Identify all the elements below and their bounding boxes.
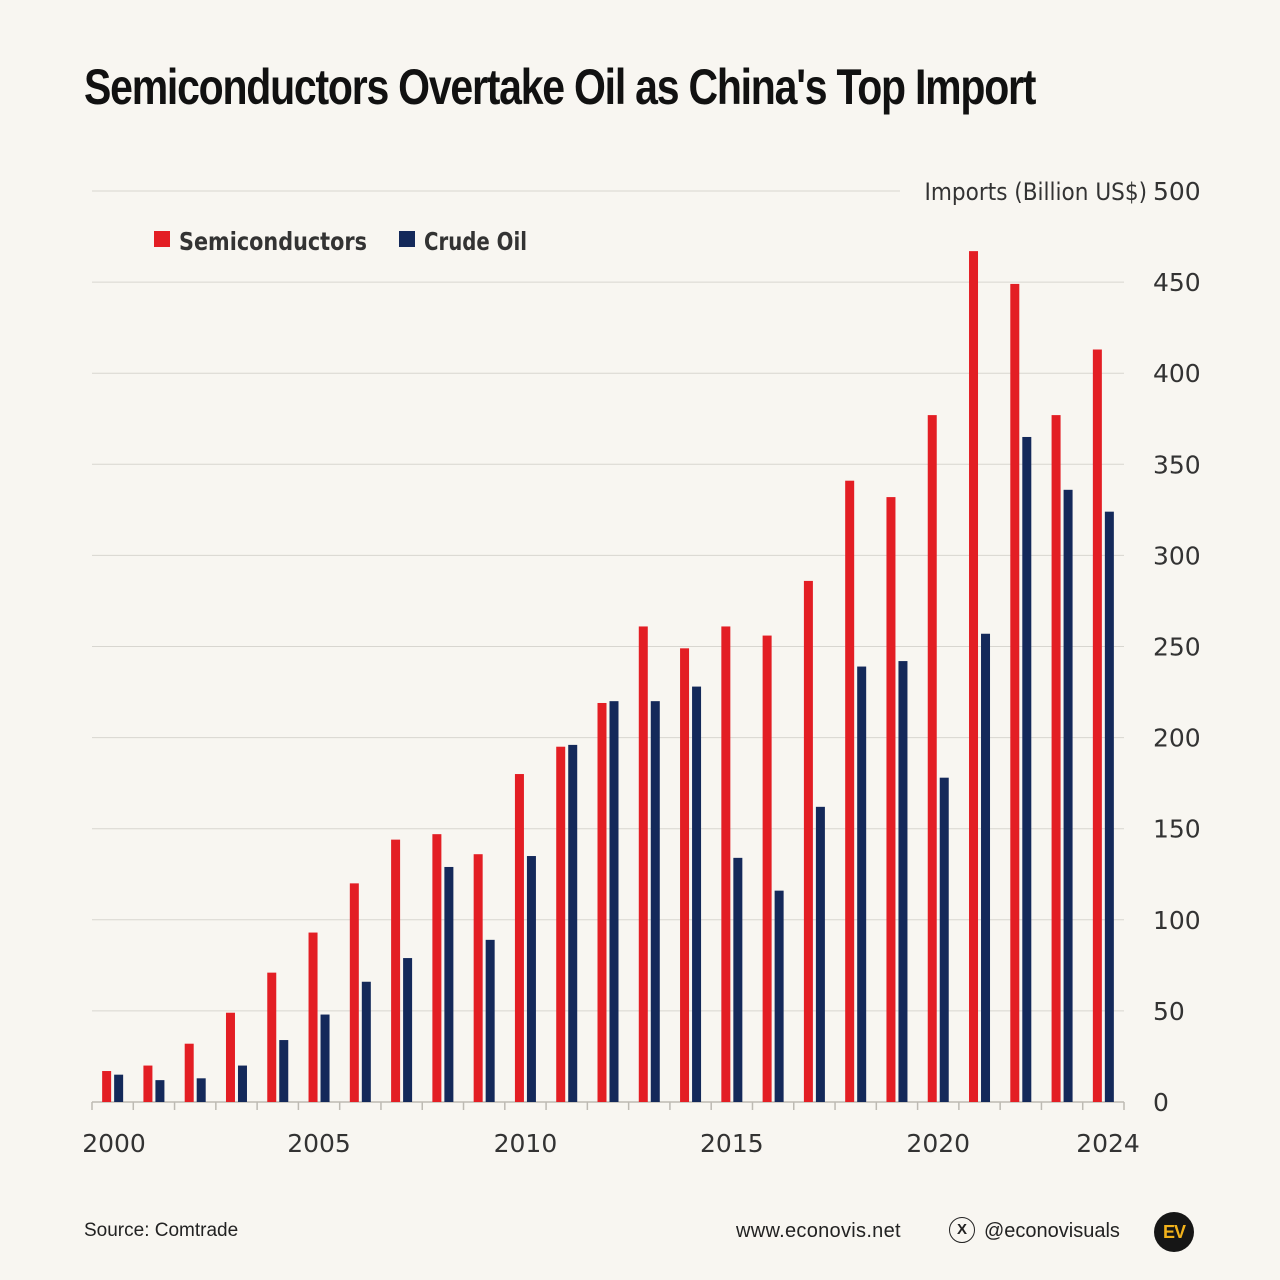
crude-oil-bar-2009 bbox=[485, 939, 495, 1102]
semiconductors-bar-2021 bbox=[969, 251, 979, 1103]
crude-oil-bar-2001 bbox=[155, 1080, 165, 1102]
y-tick-label-150: 150 bbox=[1153, 815, 1201, 844]
y-tick-label-200: 200 bbox=[1153, 724, 1201, 753]
semiconductors-bar-2008 bbox=[432, 834, 442, 1102]
crude-oil-bar-2020 bbox=[939, 777, 949, 1102]
crude-oil-bar-2006 bbox=[361, 981, 371, 1102]
crude-oil-bar-2002 bbox=[196, 1078, 206, 1102]
x-tick-label-2005: 2005 bbox=[287, 1129, 351, 1158]
crude-oil-bar-2016 bbox=[774, 890, 784, 1102]
x-tick-label-2010: 2010 bbox=[494, 1129, 558, 1158]
semiconductors-bar-2010 bbox=[514, 774, 524, 1102]
crude-oil-bar-2023 bbox=[1063, 489, 1073, 1103]
crude-oil-bar-2004 bbox=[279, 1040, 289, 1102]
semiconductors-bar-2023 bbox=[1051, 415, 1061, 1103]
crude-oil-bar-2021 bbox=[981, 633, 991, 1102]
semiconductors-bar-2018 bbox=[845, 480, 855, 1102]
y-tick-label-450: 450 bbox=[1153, 268, 1201, 297]
semiconductors-bar-2009 bbox=[473, 854, 483, 1102]
crude-oil-bar-2012 bbox=[609, 701, 619, 1102]
x-tick-label-2024: 2024 bbox=[1076, 1129, 1140, 1158]
y-tick-label-250: 250 bbox=[1153, 633, 1201, 662]
y-tick-label-350: 350 bbox=[1153, 450, 1201, 479]
semiconductors-bar-2015 bbox=[721, 626, 731, 1102]
semiconductors-bar-2001 bbox=[143, 1065, 153, 1102]
semiconductors-bar-2020 bbox=[927, 415, 937, 1103]
semiconductors-bar-2004 bbox=[267, 972, 277, 1102]
legend-label-0: Semiconductors bbox=[179, 227, 367, 256]
crude-oil-bar-2000 bbox=[114, 1074, 124, 1102]
y-tick-label-0: 0 bbox=[1153, 1088, 1169, 1117]
semiconductors-bar-2006 bbox=[349, 883, 359, 1102]
econovis-logo: EV bbox=[1154, 1212, 1194, 1252]
semiconductors-bar-2017 bbox=[803, 580, 813, 1102]
x-tick-label-2015: 2015 bbox=[700, 1129, 764, 1158]
semiconductors-bar-2000 bbox=[102, 1071, 112, 1102]
crude-oil-bar-2015 bbox=[733, 857, 743, 1102]
semiconductors-bar-2013 bbox=[638, 626, 648, 1102]
crude-oil-bar-2024 bbox=[1104, 511, 1114, 1102]
semiconductors-bar-2014 bbox=[680, 648, 690, 1102]
crude-oil-bar-2013 bbox=[650, 701, 660, 1102]
semiconductors-bar-2007 bbox=[391, 839, 401, 1102]
semiconductors-bar-2003 bbox=[225, 1012, 235, 1102]
semiconductors-bar-2012 bbox=[597, 702, 607, 1102]
x-tick-label-2000: 2000 bbox=[82, 1129, 146, 1158]
website-link[interactable]: www.econovis.net bbox=[736, 1220, 901, 1242]
crude-oil-bar-2008 bbox=[444, 866, 454, 1102]
semiconductors-bar-2011 bbox=[556, 746, 566, 1102]
y-axis-label: Imports (Billion US$) bbox=[925, 179, 1147, 206]
social-handle[interactable]: @econovisuals bbox=[984, 1220, 1120, 1242]
x-logo-icon: X bbox=[949, 1217, 975, 1243]
semiconductors-bar-2005 bbox=[308, 932, 318, 1102]
semiconductors-bar-2024 bbox=[1092, 349, 1102, 1102]
legend-label-1: Crude Oil bbox=[424, 227, 527, 256]
source-note: Source: Comtrade bbox=[84, 1220, 239, 1241]
y-tick-label-50: 50 bbox=[1153, 997, 1185, 1026]
chart-title: Semiconductors Overtake Oil as China's T… bbox=[84, 59, 1036, 115]
y-tick-label-100: 100 bbox=[1153, 906, 1201, 935]
legend-swatch-1 bbox=[399, 231, 415, 247]
crude-oil-bar-2011 bbox=[568, 744, 578, 1102]
crude-oil-bar-2003 bbox=[237, 1065, 247, 1102]
crude-oil-bar-2005 bbox=[320, 1014, 330, 1102]
crude-oil-bar-2007 bbox=[403, 958, 413, 1102]
crude-oil-bar-2010 bbox=[526, 856, 536, 1102]
crude-oil-bar-2017 bbox=[815, 806, 825, 1102]
semiconductors-bar-2002 bbox=[184, 1043, 194, 1102]
crude-oil-bar-2014 bbox=[692, 686, 702, 1102]
crude-oil-bar-2022 bbox=[1022, 436, 1032, 1103]
y-tick-label-400: 400 bbox=[1153, 359, 1201, 388]
y-tick-label-300: 300 bbox=[1153, 541, 1201, 570]
legend-swatch-0 bbox=[154, 231, 170, 247]
x-tick-label-2020: 2020 bbox=[906, 1129, 970, 1158]
semiconductors-bar-2019 bbox=[886, 497, 896, 1102]
crude-oil-bar-2018 bbox=[857, 666, 867, 1102]
semiconductors-bar-2022 bbox=[1010, 283, 1020, 1102]
y-tick-label-500: 500 bbox=[1153, 177, 1201, 206]
semiconductors-bar-2016 bbox=[762, 635, 772, 1102]
crude-oil-bar-2019 bbox=[898, 661, 908, 1102]
